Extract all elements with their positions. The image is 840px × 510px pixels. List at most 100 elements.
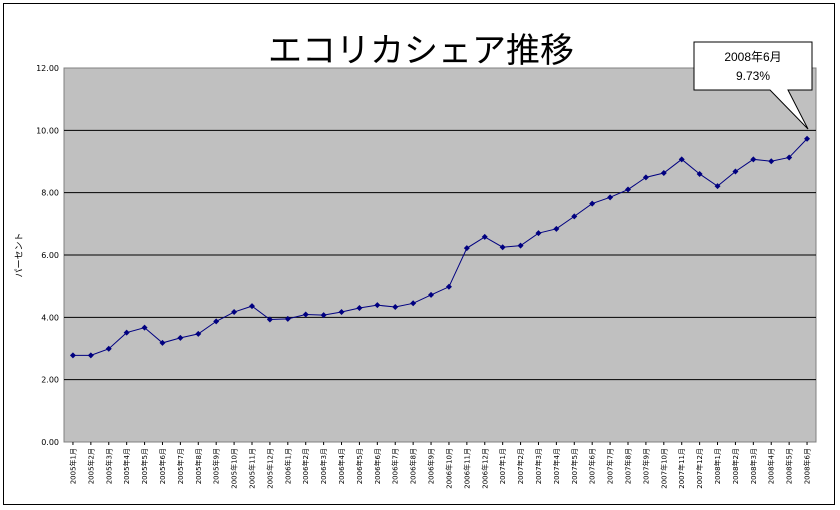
x-tick-label: 2005年8月 — [194, 448, 203, 484]
x-tick-label: 2006年1月 — [283, 448, 292, 484]
x-tick-label: 2007年6月 — [588, 448, 597, 484]
data-point — [159, 339, 166, 346]
x-tick-label: 2007年9月 — [641, 448, 650, 484]
data-point — [445, 283, 452, 290]
data-point — [696, 170, 703, 177]
y-tick-label: 4.00 — [41, 313, 59, 322]
data-point — [87, 352, 94, 359]
y-tick-label: 8.00 — [41, 189, 59, 198]
data-point — [123, 329, 130, 336]
data-point — [428, 291, 435, 298]
x-tick-label: 2006年5月 — [355, 448, 364, 484]
y-tick-label: 0.00 — [41, 438, 59, 447]
x-tick-label: 2005年5月 — [140, 448, 149, 484]
data-point — [266, 316, 273, 323]
x-tick-label: 2008年1月 — [713, 448, 722, 484]
x-tick-label: 2006年12月 — [480, 448, 489, 489]
y-axis-title: パーセント — [14, 232, 25, 277]
x-tick-label: 2006年4月 — [337, 448, 346, 484]
data-point — [607, 194, 614, 201]
x-tick-label: 2008年2月 — [731, 448, 740, 484]
x-tick-label: 2007年1月 — [498, 448, 507, 484]
x-tick-label: 2008年4月 — [767, 448, 776, 484]
data-point — [553, 225, 560, 232]
x-tick-label: 2007年5月 — [570, 448, 579, 484]
data-point — [678, 156, 685, 163]
x-tick-label: 2005年12月 — [265, 448, 274, 489]
x-tick-label: 2005年10月 — [230, 448, 239, 489]
gridlines — [64, 129, 816, 381]
callout-line1: 2008年6月 — [724, 50, 781, 64]
data-point — [642, 174, 649, 181]
data-point — [499, 244, 506, 251]
data-point — [320, 312, 327, 319]
x-tick-label: 2006年2月 — [301, 448, 310, 484]
series-line — [72, 138, 808, 356]
data-point — [589, 200, 596, 207]
x-tick-label: 2008年6月 — [803, 448, 812, 484]
callout-line2: 9.73% — [736, 69, 770, 83]
data-point — [571, 213, 578, 220]
y-tick-label: 10.00 — [36, 126, 59, 135]
data-point — [356, 304, 363, 311]
chart-frame: エコリカシェア推移 0.00 2.00 4.00 6.00 8.00 10.00 12.00… — [3, 3, 835, 505]
data-point — [714, 183, 721, 190]
x-tick-label: 2007年7月 — [606, 448, 615, 484]
data-point — [195, 330, 202, 337]
data-point — [302, 311, 309, 318]
data-point — [535, 230, 542, 237]
x-tick-label: 2005年9月 — [212, 448, 221, 484]
x-tick-label: 2007年10月 — [659, 448, 668, 489]
chart-svg: エコリカシェア推移 0.00 2.00 4.00 6.00 8.00 10.00 12.00… — [14, 31, 817, 489]
chart-title: エコリカシェア推移 — [268, 31, 574, 71]
data-point — [768, 158, 775, 165]
data-point — [750, 156, 757, 163]
y-axis-ticks: 0.00 2.00 4.00 6.00 8.00 10.00 12.00 — [36, 64, 59, 447]
y-tick-label: 2.00 — [41, 376, 59, 385]
x-tick-label: 2005年1月 — [68, 448, 77, 484]
x-axis-ticks: 2005年1月 2005年2月 2005年3月 2005年4月 2005年5月 2005年… — [68, 442, 812, 489]
x-tick-label: 2007年8月 — [624, 448, 633, 484]
data-point — [625, 186, 631, 193]
data-point — [374, 302, 381, 309]
x-tick-label: 2006年3月 — [319, 448, 328, 484]
data-point — [105, 345, 112, 352]
data-point — [284, 315, 291, 322]
x-tick-label: 2008年5月 — [785, 448, 794, 484]
annotation-callout: 2008年6月 9.73% — [693, 41, 813, 130]
data-point — [392, 304, 399, 311]
data-point — [786, 154, 793, 161]
data-point — [463, 245, 470, 252]
x-tick-label: 2006年8月 — [409, 448, 418, 484]
x-tick-label: 2005年6月 — [158, 448, 167, 484]
callout-box — [693, 41, 813, 130]
x-tick-label: 2006年11月 — [462, 448, 471, 489]
data-point — [410, 300, 417, 307]
x-tick-label: 2007年12月 — [695, 448, 704, 489]
x-tick-label: 2006年7月 — [391, 448, 400, 484]
x-tick-label: 2006年6月 — [373, 448, 382, 484]
data-point — [69, 352, 76, 359]
x-tick-label: 2005年2月 — [86, 448, 95, 484]
x-tick-label: 2006年10月 — [444, 448, 453, 489]
data-point — [660, 170, 667, 177]
x-tick-label: 2005年11月 — [248, 448, 257, 489]
x-tick-label: 2007年2月 — [516, 448, 525, 484]
x-tick-label: 2005年3月 — [104, 448, 113, 484]
x-tick-label: 2005年4月 — [122, 448, 131, 484]
data-point — [804, 135, 811, 142]
y-tick-label: 6.00 — [41, 251, 59, 260]
data-point — [213, 318, 220, 325]
data-point — [481, 233, 488, 240]
y-tick-label: 12.00 — [36, 64, 59, 73]
x-tick-label: 2007年4月 — [552, 448, 561, 484]
data-point — [177, 334, 184, 341]
data-point — [249, 303, 255, 310]
data-point — [231, 309, 238, 316]
data-series — [69, 135, 811, 359]
x-tick-label: 2008年3月 — [749, 448, 758, 484]
x-tick-label: 2007年3月 — [534, 448, 543, 484]
data-point — [338, 309, 345, 316]
data-point — [141, 324, 148, 331]
data-point — [732, 168, 739, 175]
